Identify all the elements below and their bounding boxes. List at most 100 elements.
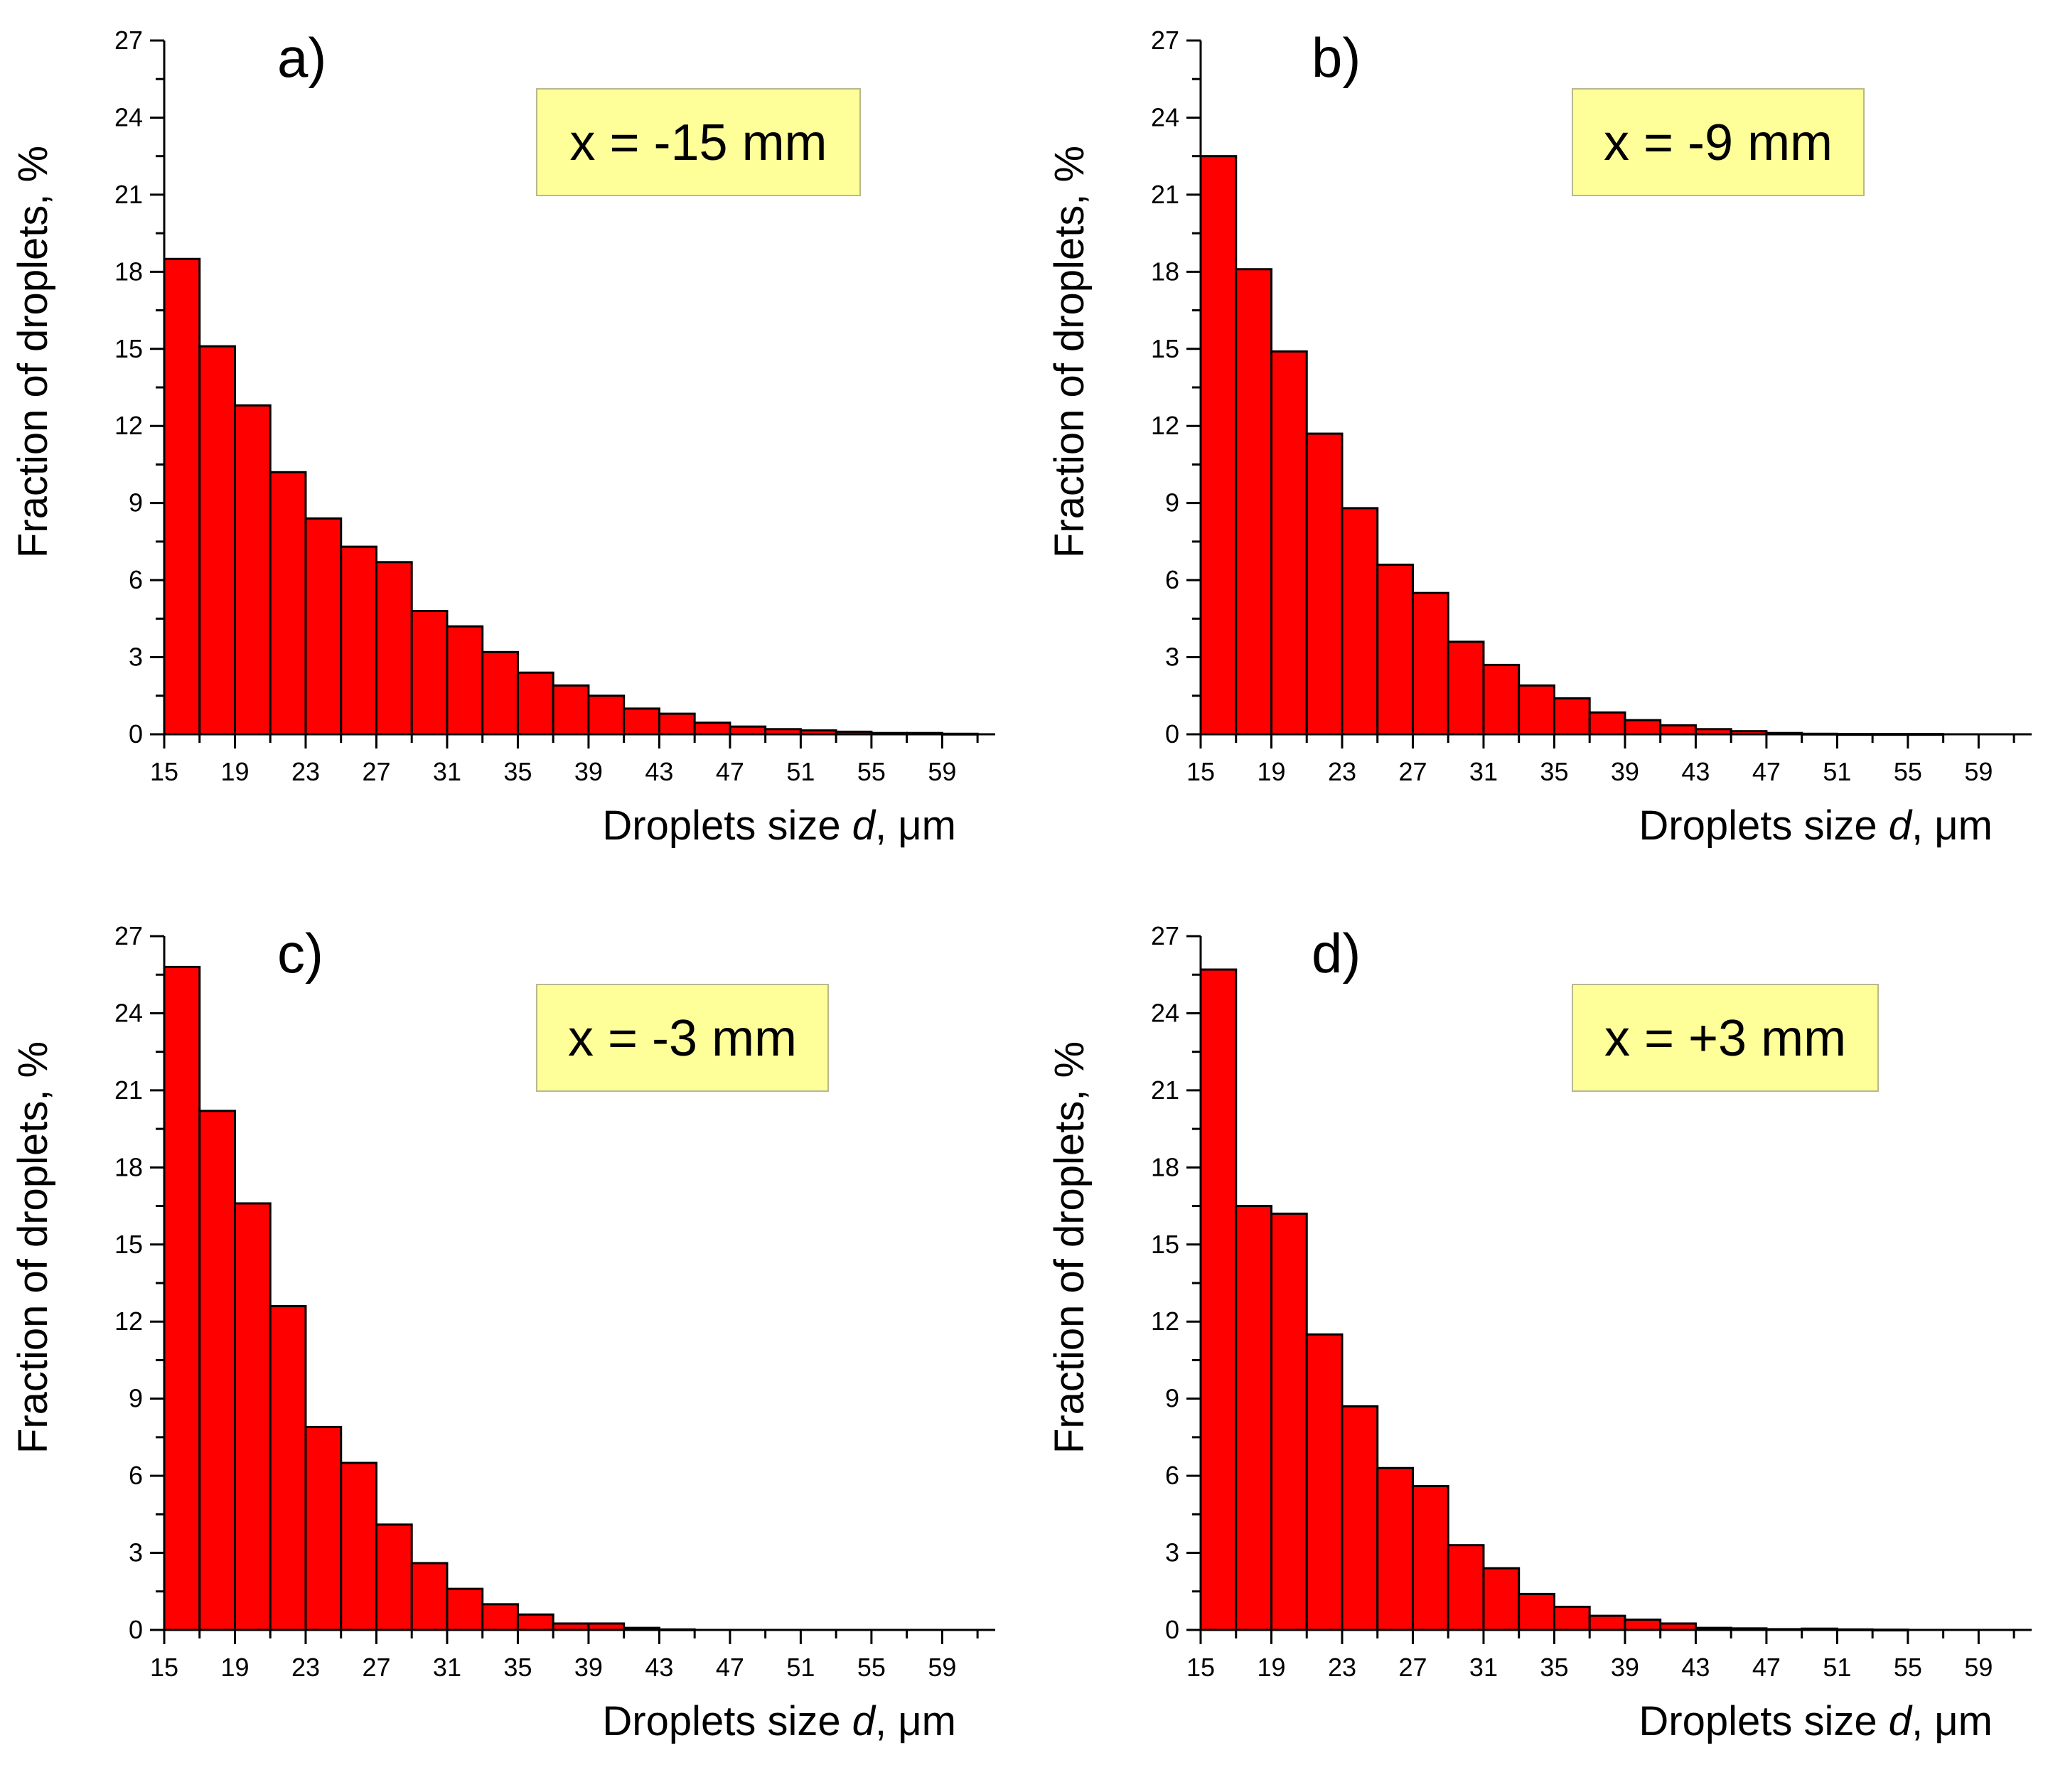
histogram-bar <box>1447 640 1485 736</box>
chart-panel: 0 3 6 9 12 15 18 21 24 27 15 19 23 27 31 35 39 43 47 51 55 59… <box>10 921 995 1744</box>
x-tick-label: 55 <box>857 757 886 786</box>
x-tick-label: 23 <box>291 1653 320 1682</box>
y-axis-title: Fraction of droplets, % <box>1046 146 1093 558</box>
histogram-bar <box>623 707 660 736</box>
histogram-bar <box>1235 1205 1272 1631</box>
x-axis-title-variable: d <box>852 1698 876 1744</box>
x-tick-label: 43 <box>645 1653 673 1682</box>
y-tick-label: 3 <box>129 1538 143 1567</box>
annotation-label: x = -3 mm <box>568 1010 797 1067</box>
y-tick-label: 15 <box>114 334 143 363</box>
histogram-bar <box>1588 1614 1626 1631</box>
histogram-bar <box>1624 719 1662 736</box>
annotation-box <box>536 88 861 196</box>
x-tick-label: 23 <box>1328 757 1356 786</box>
panel-label: b) <box>1312 26 1361 89</box>
panel-label: c) <box>277 922 323 984</box>
x-tick-label: 59 <box>928 757 956 786</box>
y-tick-label: 3 <box>129 643 143 672</box>
y-tick-label: 18 <box>114 257 143 286</box>
x-tick-label: 35 <box>1540 1653 1568 1682</box>
y-tick-label: 0 <box>1165 1615 1179 1644</box>
x-tick-label: 55 <box>857 1653 886 1682</box>
y-tick-label: 12 <box>114 1307 143 1336</box>
x-tick-label: 27 <box>362 1653 390 1682</box>
chart-panel: 0 3 6 9 12 15 18 21 24 27 15 19 23 27 31 35 39 43 47 51 55 59… <box>1046 26 2032 849</box>
x-tick-label: 15 <box>1186 757 1215 786</box>
x-tick-label: 43 <box>1681 757 1710 786</box>
y-axis-title: Fraction of droplets, % <box>10 146 56 558</box>
x-tick-label: 15 <box>150 1653 178 1682</box>
y-tick-label: 9 <box>129 488 143 517</box>
x-axis-title: Droplets size d, μm <box>602 1698 956 1744</box>
histogram-bar <box>375 1523 413 1631</box>
histogram-bar <box>269 1305 307 1631</box>
annotation-label: x = -9 mm <box>1604 114 1833 171</box>
histogram-bar <box>1199 968 1238 1631</box>
y-tick-label: 18 <box>1151 257 1179 286</box>
y-tick-label: 21 <box>1151 1075 1179 1105</box>
histogram-bar <box>1376 563 1414 736</box>
x-tick-label: 59 <box>1964 757 1993 786</box>
histogram-bar <box>693 721 731 736</box>
y-tick-label: 24 <box>1151 102 1179 132</box>
histogram-bar <box>304 1425 343 1631</box>
histogram-bar <box>446 625 484 736</box>
x-axis-title-variable: d <box>1889 803 1913 849</box>
histogram-bar <box>1588 711 1626 736</box>
y-tick-label: 6 <box>129 1461 143 1490</box>
x-tick-label: 31 <box>433 1653 461 1682</box>
x-tick-label: 35 <box>503 757 532 786</box>
y-tick-label: 15 <box>1151 1230 1179 1259</box>
histogram-bar <box>1553 1605 1591 1631</box>
y-tick-label: 27 <box>1151 921 1179 950</box>
y-tick-label: 9 <box>129 1384 143 1413</box>
annotation-label: x = +3 mm <box>1604 1010 1846 1067</box>
y-tick-label: 24 <box>114 102 143 132</box>
x-tick-label: 23 <box>291 757 320 786</box>
y-tick-label: 12 <box>114 411 143 440</box>
histogram-bar <box>1518 684 1555 736</box>
histogram-bar <box>1235 268 1272 736</box>
x-tick-label: 39 <box>1611 757 1639 786</box>
histogram-bar <box>516 671 554 736</box>
x-tick-label: 27 <box>1398 757 1427 786</box>
annotation-box <box>536 984 829 1092</box>
histogram-bar <box>587 694 626 736</box>
x-tick-label: 39 <box>574 1653 603 1682</box>
y-tick-label: 0 <box>129 1615 143 1644</box>
histogram-bar <box>1305 432 1344 736</box>
histogram-bar <box>410 1562 449 1631</box>
histogram-bar <box>481 1603 519 1631</box>
histogram-bar <box>1518 1592 1555 1631</box>
x-tick-label: 19 <box>220 757 249 786</box>
x-tick-label: 31 <box>433 757 461 786</box>
x-axis-title-prefix: Droplets size <box>602 1698 852 1744</box>
annotation-box <box>1572 984 1879 1092</box>
x-axis-title-variable: d <box>1889 1698 1913 1744</box>
y-tick-label: 6 <box>1165 1461 1179 1490</box>
y-tick-label: 9 <box>1165 488 1179 517</box>
x-axis-title-prefix: Droplets size <box>1639 803 1888 849</box>
x-axis-title: Droplets size d, μm <box>1639 803 1993 849</box>
y-tick-label: 9 <box>1165 1384 1179 1413</box>
x-tick-label: 15 <box>150 757 178 786</box>
x-axis-title-variable: d <box>852 803 876 849</box>
histogram-bar <box>233 404 272 736</box>
x-tick-label: 35 <box>1540 757 1568 786</box>
histogram-bar <box>1341 507 1379 736</box>
histogram-bar <box>163 257 201 736</box>
x-tick-label: 43 <box>645 757 673 786</box>
x-tick-label: 19 <box>220 1653 249 1682</box>
histogram-bar <box>340 545 377 736</box>
histogram-bar <box>552 684 590 736</box>
histogram-bar <box>340 1461 377 1631</box>
histogram-bar <box>1376 1466 1414 1631</box>
x-tick-label: 59 <box>928 1653 956 1682</box>
x-tick-label: 31 <box>1469 757 1498 786</box>
histogram-bar <box>729 725 767 736</box>
histogram-bar <box>1270 350 1308 736</box>
x-tick-label: 51 <box>1823 757 1851 786</box>
x-axis-title-suffix: , μm <box>875 1698 956 1744</box>
x-tick-label: 19 <box>1257 757 1285 786</box>
